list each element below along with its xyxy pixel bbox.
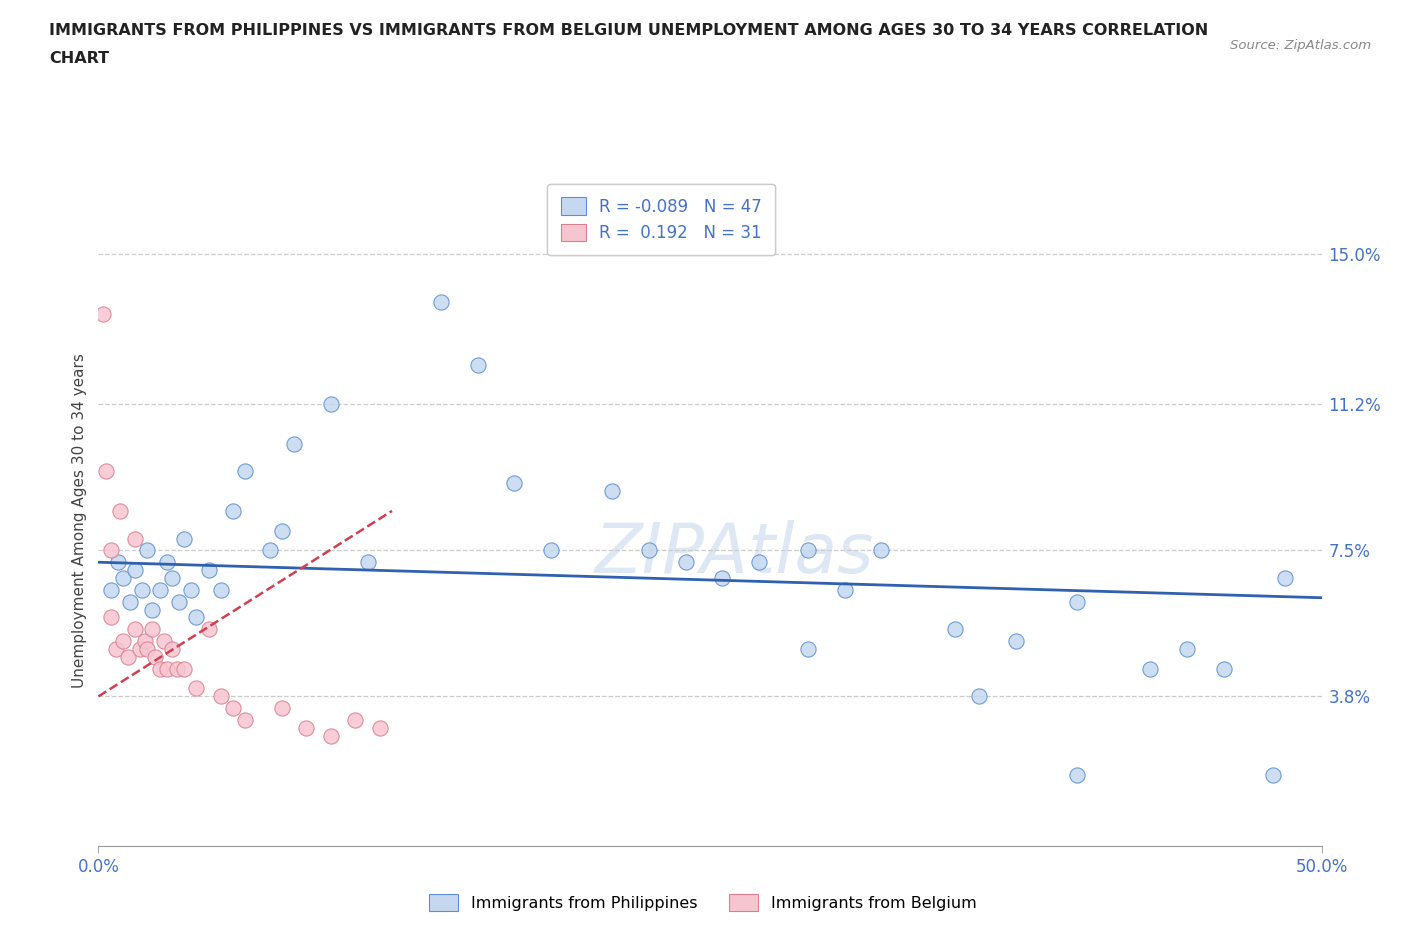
Point [638, 543, 661, 558]
Point [166, 661, 188, 676]
Text: IMMIGRANTS FROM PHILIPPINES VS IMMIGRANTS FROM BELGIUM UNEMPLOYMENT AMONG AGES 3: IMMIGRANTS FROM PHILIPPINES VS IMMIGRANT… [49, 23, 1209, 38]
Point [107, 555, 129, 570]
Point [503, 476, 526, 491]
Point [167, 594, 190, 609]
Point [131, 582, 153, 597]
Point [111, 633, 134, 648]
Point [149, 661, 172, 676]
Point [270, 524, 294, 538]
Point [124, 563, 146, 578]
Point [870, 543, 893, 558]
Point [100, 610, 122, 625]
Point [141, 602, 163, 617]
Point [111, 571, 134, 586]
Point [100, 582, 122, 597]
Point [136, 543, 159, 558]
Point [797, 642, 820, 657]
Point [141, 622, 163, 637]
Point [129, 642, 152, 657]
Point [834, 582, 856, 597]
Point [209, 582, 232, 597]
Point [319, 728, 342, 743]
Point [110, 503, 132, 518]
Point [1004, 633, 1026, 648]
Point [136, 642, 159, 657]
Point [430, 295, 453, 310]
Point [124, 622, 146, 637]
Point [1066, 594, 1088, 609]
Point [1261, 768, 1284, 783]
Point [222, 503, 245, 518]
Point [319, 397, 342, 412]
Point [222, 701, 245, 716]
Point [1212, 661, 1234, 676]
Point [1139, 661, 1161, 676]
Point [156, 555, 179, 570]
Point [675, 555, 697, 570]
Point [91, 306, 114, 321]
Text: Source: ZipAtlas.com: Source: ZipAtlas.com [1230, 39, 1371, 52]
Point [259, 543, 281, 558]
Point [233, 712, 256, 727]
Point [143, 649, 166, 664]
Point [209, 689, 232, 704]
Point [94, 464, 117, 479]
Point [149, 582, 172, 597]
Point [797, 543, 820, 558]
Point [967, 689, 990, 704]
Point [711, 571, 734, 586]
Point [173, 661, 195, 676]
Point [160, 571, 183, 586]
Point [283, 436, 305, 451]
Point [120, 594, 142, 609]
Point [1274, 571, 1296, 586]
Text: CHART: CHART [49, 51, 110, 66]
Point [117, 649, 139, 664]
Point [600, 484, 623, 498]
Point [100, 543, 122, 558]
Point [368, 721, 391, 736]
Point [1066, 768, 1088, 783]
Point [104, 642, 127, 657]
Point [153, 633, 176, 648]
Point [233, 464, 256, 479]
Point [197, 622, 219, 637]
Point [180, 582, 202, 597]
Point [134, 633, 156, 648]
Y-axis label: Unemployment Among Ages 30 to 34 years: Unemployment Among Ages 30 to 34 years [72, 353, 87, 688]
Point [467, 357, 489, 372]
Point [540, 543, 562, 558]
Point [173, 531, 195, 546]
Point [197, 563, 219, 578]
Text: ZIPAtlas: ZIPAtlas [595, 520, 875, 587]
Point [344, 712, 367, 727]
Point [186, 681, 208, 696]
Point [186, 610, 208, 625]
Point [160, 642, 183, 657]
Point [356, 555, 378, 570]
Point [295, 721, 318, 736]
Point [1175, 642, 1198, 657]
Point [124, 531, 146, 546]
Legend: R = -0.089   N = 47, R =  0.192   N = 31: R = -0.089 N = 47, R = 0.192 N = 31 [547, 184, 775, 256]
Legend: Immigrants from Philippines, Immigrants from Belgium: Immigrants from Philippines, Immigrants … [423, 888, 983, 917]
Point [748, 555, 770, 570]
Point [270, 701, 294, 716]
Point [156, 661, 179, 676]
Point [943, 622, 966, 637]
